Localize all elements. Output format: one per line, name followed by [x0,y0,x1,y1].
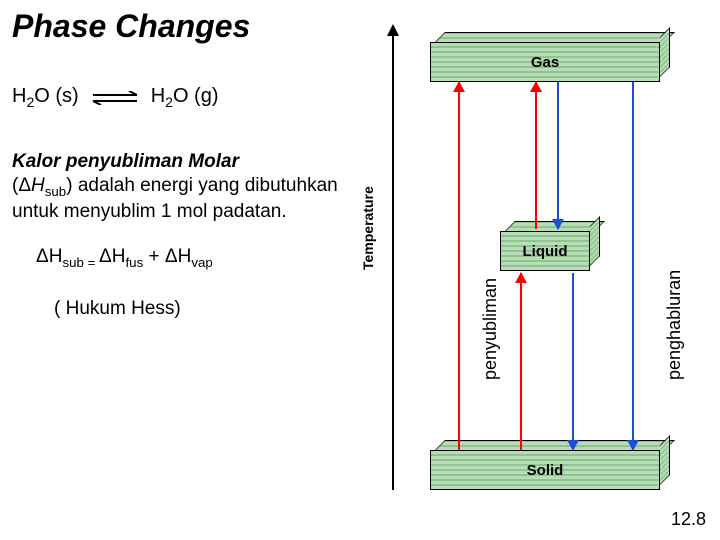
eq-left: H2O (s) [12,85,79,110]
eq-right: H2O (g) [151,85,219,110]
vaporization-arrow [535,82,537,229]
phase-diagram: Temperature Gas Liquid Solid penyubliman… [370,20,705,510]
liquid-box-side [590,216,600,266]
page-number: 12.8 [671,509,706,530]
left-panel: H2O (s) H2O (g) Kalor penyubliman Molar … [12,85,352,320]
gas-box-side [660,27,670,77]
melting-arrow [520,273,522,450]
penyubliman-label: penyubliman [480,278,501,380]
deposition-arrow [632,82,634,450]
liquid-box: Liquid [500,231,590,271]
sublimation-equation: H2O (s) H2O (g) [12,85,352,110]
equilibrium-arrow-icon [89,91,141,105]
axis-arrowhead-icon [387,24,399,36]
solid-box-side [660,435,670,485]
penghabluran-label: penghabluran [664,270,685,380]
condensation-arrow [557,82,559,229]
temperature-label: Temperature [360,186,376,270]
gas-box: Gas [430,42,660,82]
hess-label: ( Hukum Hess) [54,298,352,320]
solid-box-top [435,440,675,450]
temperature-axis [392,32,394,490]
hess-equation: ΔHsub = ΔHfus + ΔHvap [36,246,352,270]
sublimation-arrow [458,82,460,450]
gas-box-top [435,32,675,42]
page-title: Phase Changes [12,8,250,45]
definition-text: Kalor penyubliman Molar (ΔHsub) adalah e… [12,150,352,224]
freezing-arrow [572,273,574,450]
solid-box: Solid [430,450,660,490]
